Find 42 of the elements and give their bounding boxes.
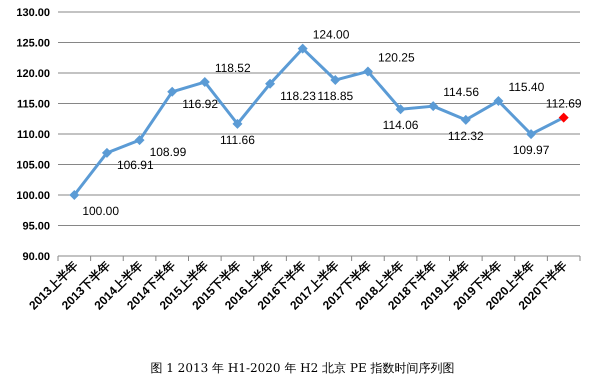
text: 108.99	[150, 145, 186, 160]
point	[526, 129, 536, 140]
text: 115.40	[508, 80, 544, 94]
point	[69, 190, 80, 200]
text: 118.85	[317, 89, 354, 104]
point	[265, 78, 276, 89]
y-tick-label: 100.00	[16, 190, 50, 202]
point	[232, 118, 242, 129]
text: 118.52	[214, 61, 251, 76]
point	[102, 148, 112, 158]
y-tick-label: 110.00	[16, 129, 50, 141]
point	[134, 135, 145, 146]
text: 109.97	[512, 143, 550, 158]
point	[200, 77, 210, 88]
point	[330, 75, 340, 86]
text: 114.06	[382, 118, 418, 132]
text: 100.00	[82, 204, 120, 218]
text: 112.69	[546, 96, 582, 111]
text: 114.56	[443, 85, 479, 100]
text: 116.92	[182, 96, 218, 111]
point	[558, 112, 569, 123]
point	[298, 44, 308, 54]
y-tick-label: 125.00	[16, 38, 50, 50]
y-tick-label: 120.00	[16, 68, 50, 80]
point	[460, 114, 471, 125]
y-tick-label: 90.00	[22, 251, 50, 263]
point	[362, 66, 373, 76]
caption: 图 1 2013 年 H1-2020 年 H2 北京 PE 指数时间序列图	[150, 361, 455, 375]
text: 124.00	[312, 28, 350, 42]
point	[493, 96, 504, 106]
y-tick-label: 115.00	[16, 98, 50, 110]
text: 118.23	[280, 88, 316, 103]
point	[428, 101, 438, 112]
point	[167, 86, 178, 97]
y-tick-label: 95.00	[22, 220, 50, 232]
text: 120.25	[378, 50, 415, 64]
y-tick-label: 130.00	[16, 7, 50, 19]
text: 112.32	[448, 128, 484, 143]
y-tick-label: 105.00	[16, 160, 50, 172]
point	[396, 104, 406, 114]
text: 111.66	[220, 132, 255, 147]
text: 106.91	[116, 158, 154, 172]
